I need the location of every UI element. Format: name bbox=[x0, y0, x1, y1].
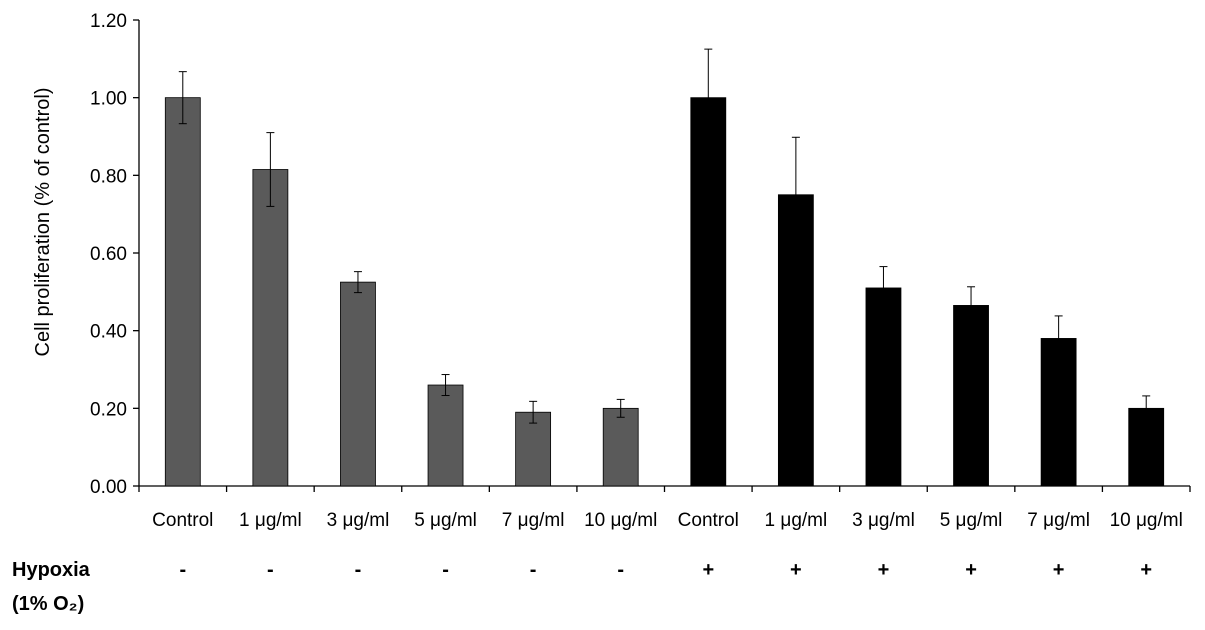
bar bbox=[690, 97, 727, 487]
error-bar bbox=[1142, 395, 1151, 422]
bar bbox=[164, 97, 201, 487]
bar bbox=[340, 281, 376, 487]
error-bar bbox=[879, 266, 888, 310]
hypoxia-sign: - bbox=[179, 559, 186, 581]
error-bar bbox=[704, 48, 713, 147]
error-bar bbox=[791, 136, 800, 253]
x-category-label: 3 μg/ml bbox=[852, 510, 915, 531]
bar bbox=[865, 287, 902, 487]
hypoxia-sign: + bbox=[1053, 559, 1065, 581]
error-bar bbox=[616, 398, 625, 418]
hypoxia-label: Hypoxia bbox=[12, 559, 91, 581]
bar bbox=[515, 411, 552, 487]
x-category-label: 1 μg/ml bbox=[239, 510, 302, 531]
x-category-label: 5 μg/ml bbox=[940, 510, 1003, 531]
hypoxia-row: Hypoxia (1% O₂) - - - - - - + + + + + + bbox=[12, 559, 1152, 615]
y-tick-label: 1.20 bbox=[90, 11, 127, 32]
x-category-label: 10 μg/ml bbox=[584, 510, 657, 531]
y-tick-label: 0.40 bbox=[90, 322, 127, 343]
x-category-label: 5 μg/ml bbox=[414, 510, 477, 531]
bar bbox=[602, 407, 639, 487]
bar bbox=[427, 384, 464, 487]
error-bar bbox=[1054, 315, 1063, 362]
error-bar bbox=[178, 71, 187, 125]
category-labels: Control 1 μg/ml 3 μg/ml 5 μg/ml 7 μg/ml 10 μg… bbox=[152, 510, 1183, 531]
hypoxia-sign: + bbox=[965, 559, 977, 581]
hypoxia-sign: + bbox=[1140, 559, 1152, 581]
x-category-label: 10 μg/ml bbox=[1110, 510, 1183, 531]
y-tick-label: 0.20 bbox=[90, 399, 127, 420]
y-axis: 0.00 0.20 0.40 0.60 0.80 1.00 1.20 bbox=[90, 11, 140, 498]
y-tick-label: 0.00 bbox=[90, 477, 127, 498]
x-category-label: Control bbox=[152, 510, 213, 531]
bar bbox=[252, 169, 289, 487]
hypoxia-sign: - bbox=[617, 559, 624, 581]
x-category-label: Control bbox=[678, 510, 739, 531]
bars bbox=[164, 97, 1165, 487]
error-bar bbox=[441, 374, 450, 397]
bar bbox=[953, 305, 989, 487]
error-bar bbox=[266, 132, 275, 207]
y-axis-title: Cell proliferation (% of control) bbox=[32, 88, 54, 357]
x-category-label: 7 μg/ml bbox=[502, 510, 565, 531]
hypoxia-sign: + bbox=[702, 559, 714, 581]
hypoxia-sign: + bbox=[878, 559, 890, 581]
y-tick-label: 1.00 bbox=[90, 89, 127, 110]
hypoxia-sign: - bbox=[442, 559, 449, 581]
y-tick-label: 0.80 bbox=[90, 166, 127, 187]
x-axis bbox=[138, 485, 1191, 492]
hypoxia-sign: - bbox=[530, 559, 537, 581]
error-bar bbox=[353, 271, 362, 294]
error-bars bbox=[178, 48, 1151, 424]
oxygen-label: (1% O₂) bbox=[12, 593, 84, 615]
error-bar bbox=[529, 400, 538, 424]
x-category-label: 1 μg/ml bbox=[765, 510, 828, 531]
y-tick-label: 0.60 bbox=[90, 244, 127, 265]
bar bbox=[1040, 338, 1077, 487]
hypoxia-sign: + bbox=[790, 559, 802, 581]
hypoxia-sign: - bbox=[355, 559, 362, 581]
x-category-label: 7 μg/ml bbox=[1027, 510, 1090, 531]
error-bar bbox=[967, 286, 976, 325]
hypoxia-sign: - bbox=[267, 559, 274, 581]
x-category-label: 3 μg/ml bbox=[327, 510, 390, 531]
